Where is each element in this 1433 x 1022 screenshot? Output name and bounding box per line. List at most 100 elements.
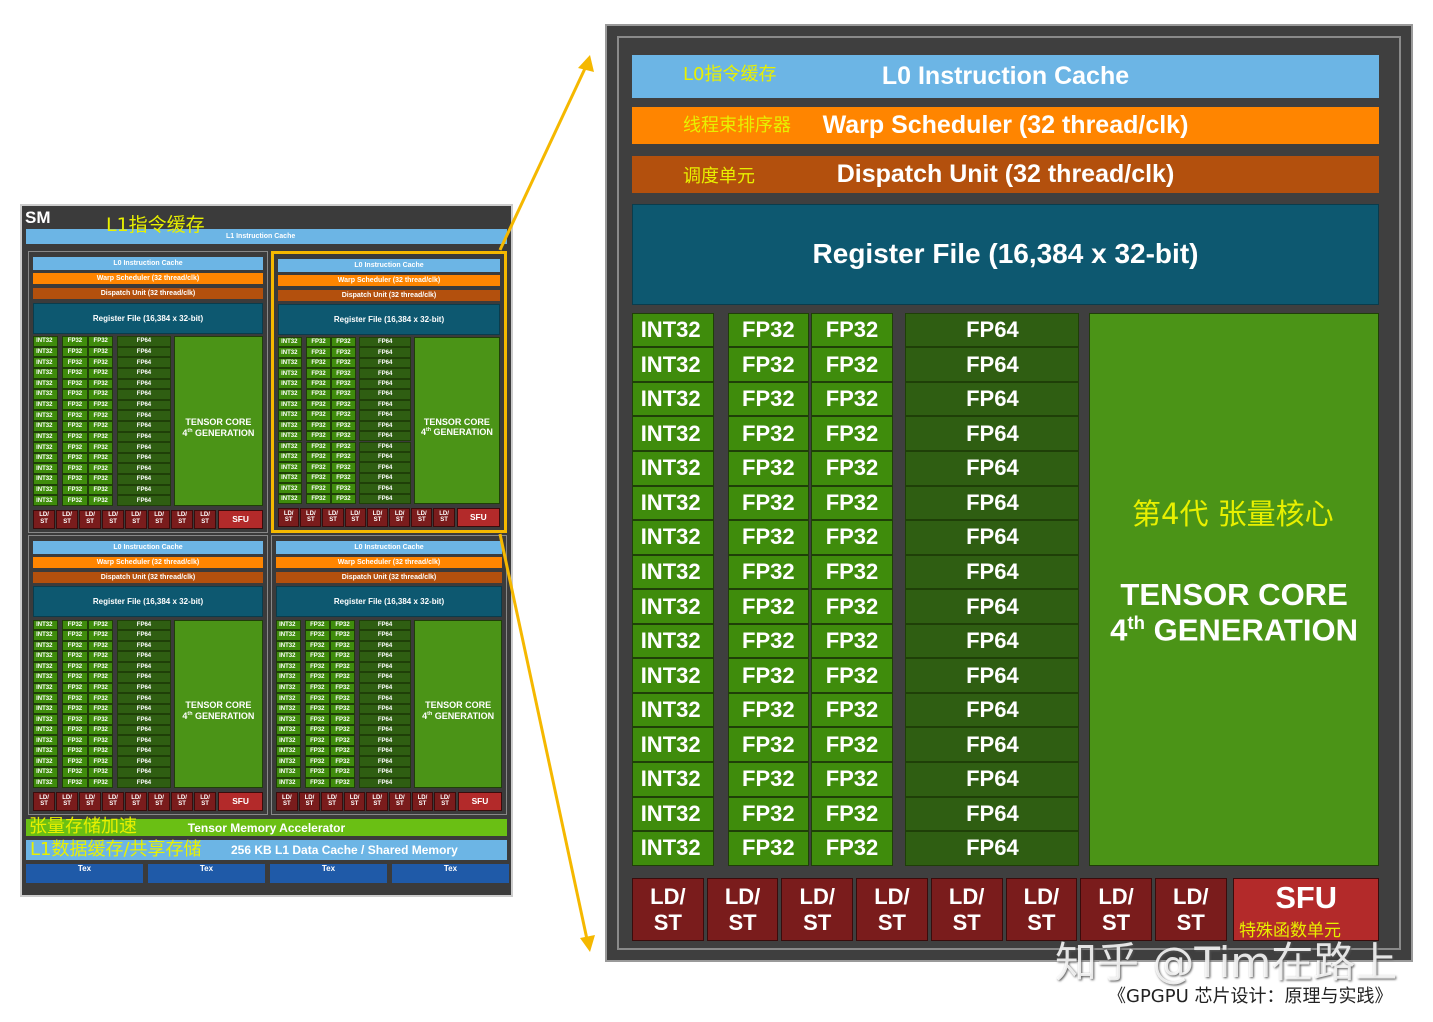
fp32-unit: FP32 xyxy=(62,346,88,358)
generation-text: GENERATION xyxy=(432,710,495,721)
sfu-cn: 特殊函数单元 xyxy=(1239,921,1341,941)
ld-st-top: LD/ xyxy=(85,512,95,519)
fp64-unit: FP64 xyxy=(117,630,171,641)
fp64-unit: FP64 xyxy=(358,682,412,694)
ld-st-unit: LD/ST xyxy=(706,878,779,941)
fp32-unit: FP32 xyxy=(304,661,330,673)
fp32-unit: FP32 xyxy=(304,703,330,715)
int32-unit: INT32 xyxy=(33,630,59,641)
ld-st-bottom: ST xyxy=(63,519,71,526)
fp32-unit: FP32 xyxy=(62,367,88,379)
fp32-unit: FP32 xyxy=(727,312,810,348)
fp32-unit: FP32 xyxy=(62,724,88,736)
fp64-unit: FP64 xyxy=(117,745,171,757)
fp32-unit: FP32 xyxy=(810,762,894,797)
fp32-unit: FP32 xyxy=(304,651,330,662)
zoomed-partition: L0 Instruction Cache Warp Scheduler (32 t… xyxy=(605,24,1413,962)
l1-instruction-cache-cn: L1指令缓存 xyxy=(106,214,205,236)
tensor-core-label: TENSOR CORE xyxy=(1120,576,1348,612)
fp32-unit: FP32 xyxy=(304,745,330,757)
fp64-unit: FP64 xyxy=(358,745,412,757)
fp32-unit: FP32 xyxy=(331,451,356,463)
int32-unit: INT32 xyxy=(632,485,715,521)
fp32-unit: FP32 xyxy=(304,756,330,767)
fp32-unit: FP32 xyxy=(306,462,331,473)
int32-unit: INT32 xyxy=(33,421,59,432)
int32-unit: INT32 xyxy=(33,378,59,390)
l0-instruction-cache: L0 Instruction Cache xyxy=(632,55,1379,98)
l0-instruction-cache: L0 Instruction Cache xyxy=(276,541,502,554)
fp32-unit: FP32 xyxy=(810,727,894,763)
fp32-unit: FP32 xyxy=(304,724,330,736)
fp32-unit: FP32 xyxy=(330,672,356,683)
generation-number: 4 xyxy=(182,427,188,438)
fp64-unit: FP64 xyxy=(117,735,171,746)
fp32-unit: FP32 xyxy=(331,441,356,452)
fp32-unit: FP32 xyxy=(304,693,330,704)
fp32-unit: FP32 xyxy=(330,682,356,694)
fp64-unit: FP64 xyxy=(359,389,411,400)
fp32-unit: FP32 xyxy=(62,442,88,453)
generation-suffix: th xyxy=(1127,612,1145,634)
fp32-unit: FP32 xyxy=(87,463,114,475)
fp32-unit: FP32 xyxy=(306,410,331,421)
fp64-unit: FP64 xyxy=(358,640,412,652)
fp32-unit: FP32 xyxy=(330,651,356,662)
fp64-unit: FP64 xyxy=(358,724,412,736)
fp64-unit: FP64 xyxy=(359,451,411,463)
ld-st-bottom: ST xyxy=(40,519,48,526)
fp32-unit: FP32 xyxy=(727,831,810,866)
fp32-unit: FP32 xyxy=(306,493,331,505)
fp64-unit: FP64 xyxy=(117,619,171,631)
partition-content: L0 Instruction Cache Warp Scheduler (32 t… xyxy=(276,541,502,811)
generation-suffix: th xyxy=(187,427,193,434)
int32-unit: INT32 xyxy=(33,484,59,496)
fp64-unit: FP64 xyxy=(358,714,412,725)
fp32-unit: FP32 xyxy=(62,756,88,767)
fp32-unit: FP32 xyxy=(727,623,810,659)
int32-unit: INT32 xyxy=(276,714,301,725)
fp64-unit: FP64 xyxy=(359,420,411,432)
ld-st-top: LD/ xyxy=(1098,884,1134,910)
fp32-unit: FP32 xyxy=(87,777,114,789)
watermark: 知乎 @Tim在路上 xyxy=(1055,938,1398,987)
ld-st-bottom: ST xyxy=(132,519,140,526)
int32-unit: INT32 xyxy=(276,619,301,631)
int32-unit: INT32 xyxy=(33,346,59,358)
fp64-unit: FP64 xyxy=(905,381,1080,417)
fp32-unit: FP32 xyxy=(87,452,114,464)
l1-data-cache-cn: L1数据缓存/共享存储 xyxy=(30,839,202,860)
tex-unit: Tex xyxy=(270,864,387,883)
ld-st-unit: LD/ST xyxy=(148,509,171,529)
int32-unit: INT32 xyxy=(278,493,303,505)
fp32-unit: FP32 xyxy=(727,796,810,832)
warp-scheduler: Warp Scheduler (32 thread/clk) xyxy=(278,274,500,287)
fp32-unit: FP32 xyxy=(810,416,894,452)
fp32-unit: FP32 xyxy=(727,416,810,452)
fp32-unit: FP32 xyxy=(331,431,356,442)
ld-st-unit: LD/ST xyxy=(411,507,433,527)
ld-st-bottom: ST xyxy=(1101,909,1131,935)
int32-unit: INT32 xyxy=(33,442,59,453)
fp32-unit: FP32 xyxy=(87,495,114,506)
generation-suffix: th xyxy=(187,710,193,717)
ld-st-top: LD/ xyxy=(394,510,405,517)
fp32-unit: FP32 xyxy=(727,451,810,486)
ld-st-top: LD/ xyxy=(799,884,835,910)
fp64-unit: FP64 xyxy=(359,336,411,348)
ld-st-bottom: ST xyxy=(373,517,382,524)
ld-st-bottom: ST xyxy=(109,801,117,808)
ld-st-bottom: ST xyxy=(396,801,404,808)
fp32-unit: FP32 xyxy=(331,336,356,348)
ld-st-bottom: ST xyxy=(40,801,48,808)
fp32-unit: FP32 xyxy=(810,796,894,832)
tex-unit: Tex xyxy=(392,864,509,883)
int32-unit: INT32 xyxy=(276,661,301,673)
ld-st-bottom: ST xyxy=(132,801,140,808)
fp32-unit: FP32 xyxy=(87,735,114,746)
partition-content: L0 Instruction Cache Warp Scheduler (32 t… xyxy=(33,257,263,529)
fp32-unit: FP32 xyxy=(62,672,88,683)
int32-unit: INT32 xyxy=(278,368,303,379)
dispatch-cn: 调度单元 xyxy=(683,166,755,187)
int32-unit: INT32 xyxy=(276,630,301,641)
